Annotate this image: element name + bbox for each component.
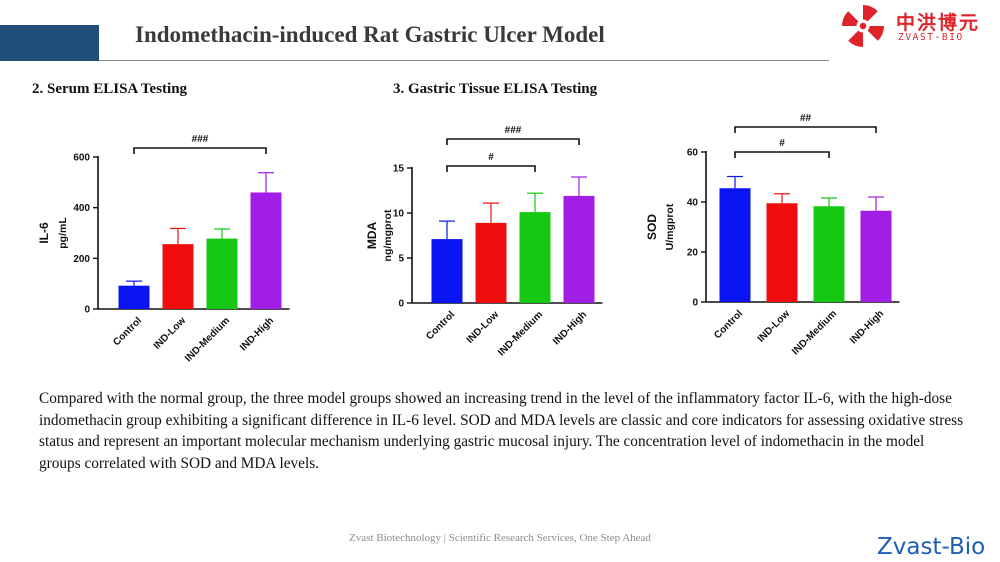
y-tick-label: 60 bbox=[687, 148, 699, 159]
page-title: Indomethacin-induced Rat Gastric Ulcer M… bbox=[135, 22, 605, 47]
significance-label: # bbox=[488, 152, 494, 163]
bar bbox=[860, 210, 892, 302]
y-axis-label: U/mgprot bbox=[664, 203, 676, 250]
x-tick-label: IND-Medium bbox=[496, 309, 545, 358]
significance-label: ## bbox=[800, 113, 812, 124]
y-tick-label: 40 bbox=[687, 198, 699, 209]
chart-il6: 0 200 400 600 IL-6 pg/mL Control IND-LowIND-Med… bbox=[37, 134, 290, 364]
x-tick-label: IND-Low bbox=[465, 309, 502, 346]
bar bbox=[563, 195, 595, 303]
bar bbox=[118, 285, 150, 309]
significance-bracket bbox=[734, 151, 830, 158]
y-axis-label: IL-6 bbox=[37, 222, 51, 244]
x-tick-label: IND-Medium bbox=[183, 315, 232, 364]
bar bbox=[813, 206, 845, 302]
significance-label: # bbox=[779, 138, 785, 149]
footer-tagline: Zvast Biotechnology | Scientific Researc… bbox=[349, 532, 651, 544]
y-axis-label: ng/mgprot bbox=[382, 209, 394, 261]
significance-bracket bbox=[133, 147, 267, 154]
y-tick-label: 5 bbox=[398, 254, 404, 265]
logo-mark-icon bbox=[842, 5, 884, 47]
y-axis-label: MDA bbox=[365, 222, 379, 250]
section-label-serum: 2. Serum ELISA Testing bbox=[32, 81, 188, 97]
significance-bracket bbox=[734, 126, 877, 133]
bar bbox=[250, 192, 282, 309]
brand-wordmark: Zvast-Bio bbox=[877, 534, 986, 560]
logo-chinese-name: 中洪博元 bbox=[896, 12, 981, 34]
y-tick-label: 200 bbox=[73, 254, 90, 265]
bar bbox=[431, 239, 463, 303]
section-label-tissue: 3. Gastric Tissue ELISA Testing bbox=[393, 81, 598, 97]
company-logo: 中洪博元 ZVAST-BIO bbox=[838, 2, 998, 50]
significance-bracket bbox=[446, 165, 536, 172]
significance-bracket bbox=[446, 138, 580, 145]
x-tick-label: Control bbox=[111, 315, 144, 348]
x-tick-label: IND-Low bbox=[152, 315, 189, 352]
significance-label: ### bbox=[192, 134, 209, 145]
bar bbox=[206, 238, 238, 309]
bar bbox=[719, 188, 751, 302]
chart-mda: 0 5 10 15 MDA ng/mgprot Control IND-LowIND-Medi… bbox=[365, 125, 603, 358]
bar bbox=[519, 212, 551, 303]
y-tick-label: 400 bbox=[73, 203, 90, 214]
x-tick-label: Control bbox=[712, 308, 745, 341]
y-tick-label: 0 bbox=[84, 305, 90, 316]
x-tick-label: IND-Low bbox=[756, 308, 793, 345]
chart-sod: 0 20 40 60 SOD U/mgprot Control IND-LowIND-Medi… bbox=[645, 113, 900, 357]
x-tick-label: IND-High bbox=[238, 315, 276, 353]
x-tick-label: IND-High bbox=[848, 308, 886, 346]
title-accent-bar bbox=[0, 25, 99, 61]
logo-english-name: ZVAST-BIO bbox=[898, 32, 964, 43]
y-tick-label: 20 bbox=[687, 248, 699, 259]
bar bbox=[475, 222, 507, 303]
description-paragraph: Compared with the normal group, the thre… bbox=[39, 390, 964, 472]
x-tick-label: IND-Medium bbox=[790, 308, 839, 357]
bar bbox=[162, 244, 194, 309]
significance-label: ### bbox=[505, 125, 522, 136]
y-tick-label: 0 bbox=[398, 299, 404, 310]
y-tick-label: 10 bbox=[393, 209, 405, 220]
y-tick-label: 15 bbox=[393, 164, 405, 175]
title-divider bbox=[99, 60, 829, 61]
x-tick-label: IND-High bbox=[551, 309, 589, 347]
y-tick-label: 600 bbox=[73, 153, 90, 164]
y-axis-label: SOD bbox=[645, 214, 659, 240]
y-tick-label: 0 bbox=[692, 298, 698, 309]
bar bbox=[766, 203, 798, 302]
y-axis-label: pg/mL bbox=[57, 217, 69, 249]
x-tick-label: Control bbox=[424, 309, 457, 342]
